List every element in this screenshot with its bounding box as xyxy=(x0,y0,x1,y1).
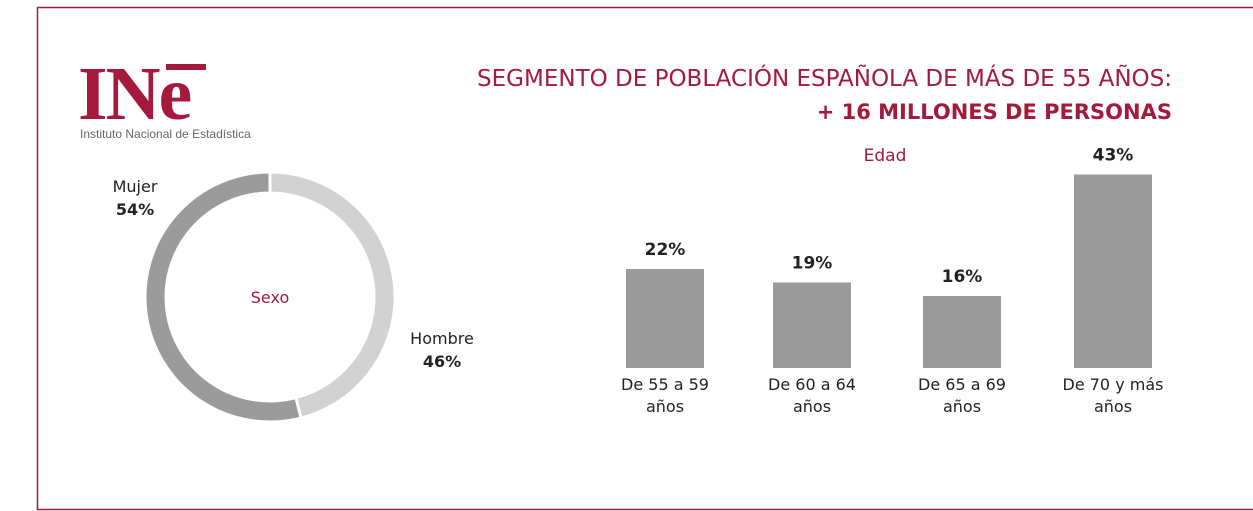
bar xyxy=(773,282,851,368)
bar-value: 22% xyxy=(645,240,686,260)
bar-category: De 70 y más años xyxy=(1062,375,1164,416)
bar-chart-title: Edad xyxy=(864,146,907,166)
donut-slice xyxy=(143,170,303,424)
bar-value: 43% xyxy=(1093,146,1134,166)
bar-category: De 55 a 59 años xyxy=(621,375,709,416)
bar xyxy=(626,269,704,368)
logo-bar xyxy=(166,64,206,70)
slice-value: 54% xyxy=(116,200,154,219)
donut-title: Sexo xyxy=(251,288,289,307)
bar-value: 19% xyxy=(792,254,833,274)
title-line2: + 16 MILLONES DE PERSONAS xyxy=(817,100,1172,124)
bar-category: De 65 a 69 años xyxy=(918,375,1006,416)
slice-label: Hombre xyxy=(410,329,474,348)
slice-value: 46% xyxy=(423,352,461,371)
bar-value: 16% xyxy=(942,267,983,287)
title-line1: SEGMENTO DE POBLACIÓN ESPAÑOLA DE MÁS DE… xyxy=(477,64,1172,92)
bar xyxy=(923,296,1001,368)
frame xyxy=(36,6,1253,511)
bar-category: De 60 a 64 años xyxy=(768,375,856,416)
slice-label: Mujer xyxy=(113,177,158,196)
logo-caption: Instituto Nacional de Estadística xyxy=(80,127,251,141)
bar xyxy=(1074,174,1152,368)
